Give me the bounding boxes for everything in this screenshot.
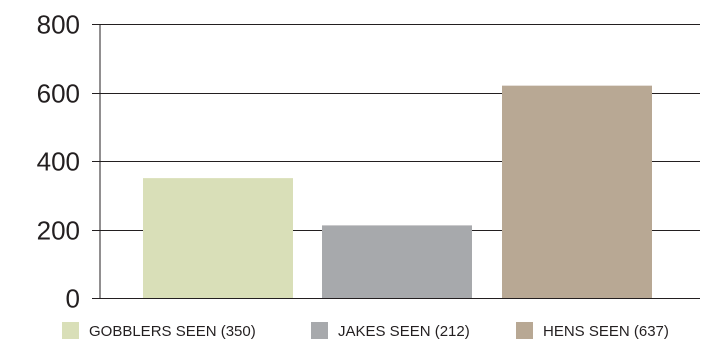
legend: GOBBLERS SEEN (350) JAKES SEEN (212) HENS …: [62, 322, 669, 340]
y-tick-label: 400: [37, 147, 80, 177]
legend-label-2: JAKES SEEN (212): [338, 323, 470, 340]
legend-label-1: GOBBLERS SEEN (350): [89, 323, 256, 340]
bars: [143, 85, 652, 299]
legend-swatch-3: [516, 322, 533, 339]
y-axis: 0 200 400 600 800: [37, 10, 101, 314]
bar-1: [143, 178, 293, 298]
legend-swatch-2: [311, 322, 328, 339]
y-tick-label: 800: [37, 10, 80, 40]
legend-swatch-1: [62, 322, 79, 339]
y-tick-label: 0: [66, 284, 80, 314]
legend-label-3: HENS SEEN (637): [543, 323, 669, 340]
y-tick-label: 200: [37, 216, 80, 246]
y-tick-label: 600: [37, 79, 80, 109]
bar-3: [502, 85, 652, 299]
bar-2: [322, 225, 472, 298]
